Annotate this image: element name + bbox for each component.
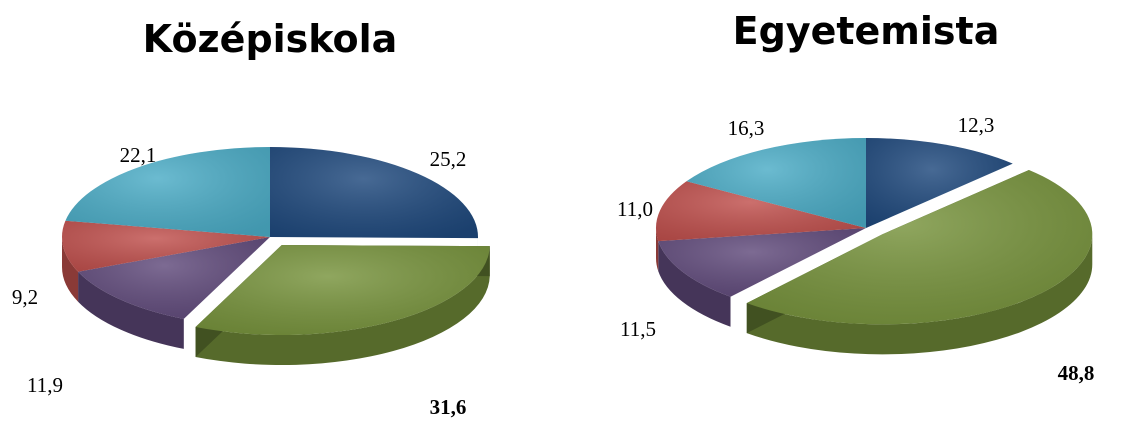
data-label-1: 12,3 bbox=[958, 113, 995, 137]
chart-title-kozepiskola: Középiskola bbox=[143, 17, 398, 61]
data-label-3: 11,5 bbox=[620, 317, 656, 341]
chart-title-egyetemista: Egyetemista bbox=[733, 9, 1000, 53]
data-label-5: 16,3 bbox=[728, 116, 765, 140]
pie-chart-egyetemista: Egyetemista 12,3 48,8 11,5 11,0 16,3 bbox=[617, 9, 1094, 385]
pie-chart-kozepiskola: Középiskola 25,2 31,6 11,9 9,2 22,1 bbox=[12, 17, 490, 419]
pie-egyetemista: 12,3 48,8 11,5 11,0 16,3 bbox=[617, 113, 1094, 385]
data-label-4: 9,2 bbox=[12, 285, 38, 309]
pie-slice-side-2 bbox=[195, 246, 490, 366]
data-label-3: 11,9 bbox=[27, 373, 63, 397]
data-label-2: 31,6 bbox=[430, 395, 467, 419]
data-label-5: 22,1 bbox=[120, 143, 157, 167]
data-label-4: 11,0 bbox=[617, 197, 653, 221]
data-label-1: 25,2 bbox=[430, 147, 467, 171]
pie-kozepiskola: 25,2 31,6 11,9 9,2 22,1 bbox=[12, 143, 490, 419]
data-label-2: 48,8 bbox=[1058, 361, 1095, 385]
